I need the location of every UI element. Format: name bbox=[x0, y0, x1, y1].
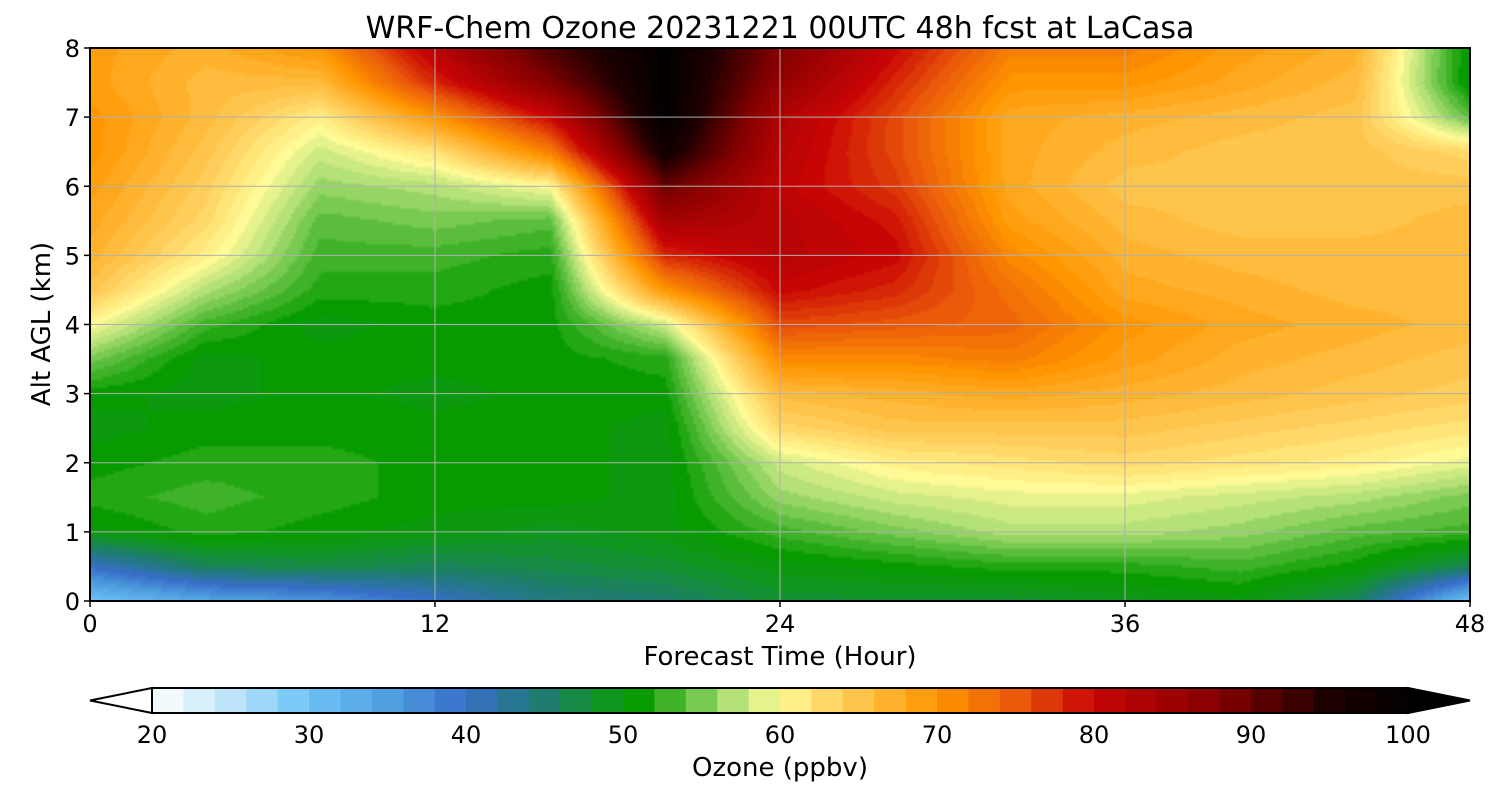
colorbar-segment bbox=[1282, 688, 1315, 713]
colorbar-segment bbox=[528, 688, 561, 713]
y-tick-label: 1 bbox=[65, 519, 80, 547]
colorbar-segment bbox=[717, 688, 750, 713]
colorbar-segment bbox=[1219, 688, 1252, 713]
x-axis: 0 12 24 36 48 bbox=[82, 601, 1485, 638]
colorbar-tick-label: 30 bbox=[294, 721, 325, 749]
colorbar-segment bbox=[1031, 688, 1064, 713]
colorbar-segment bbox=[214, 688, 247, 713]
colorbar-tick-label: 70 bbox=[922, 721, 953, 749]
colorbar-segment bbox=[1376, 688, 1409, 713]
colorbar-segment bbox=[780, 688, 812, 713]
colorbar-segment bbox=[685, 688, 718, 713]
colorbar-segment bbox=[403, 688, 436, 713]
colorbar-ticks: 20 30 40 50 60 70 80 90 100 bbox=[137, 721, 1431, 749]
colorbar-label: Ozone (ppbv) bbox=[692, 753, 868, 783]
colorbar-segment bbox=[434, 688, 467, 713]
colorbar-tick-label: 60 bbox=[765, 721, 796, 749]
y-tick-label: 0 bbox=[65, 588, 80, 616]
colorbar-segment bbox=[1345, 688, 1378, 713]
colorbar-segment bbox=[937, 688, 969, 713]
y-axis: 0 1 2 3 4 5 6 7 8 bbox=[65, 35, 90, 616]
x-tick-label: 12 bbox=[420, 610, 451, 638]
colorbar-segment bbox=[905, 688, 938, 713]
colorbar-segment bbox=[560, 688, 593, 713]
colorbar-frame bbox=[151, 687, 1409, 714]
x-tick-label: 0 bbox=[82, 610, 97, 638]
colorbar-segment bbox=[842, 688, 875, 713]
colorbar-segment bbox=[811, 688, 844, 713]
colorbar-segment bbox=[1094, 688, 1126, 713]
y-tick-label: 2 bbox=[65, 450, 80, 478]
colorbar-segment bbox=[1062, 688, 1095, 713]
colorbar-segment bbox=[277, 688, 310, 713]
colorbar-segment bbox=[999, 688, 1032, 713]
y-tick-label: 5 bbox=[65, 242, 80, 270]
colorbar-tick-label: 90 bbox=[1236, 721, 1267, 749]
colorbar-segment bbox=[246, 688, 279, 713]
colorbar-tick-label: 20 bbox=[137, 721, 168, 749]
colorbar-segment bbox=[591, 688, 624, 713]
colorbar-segment bbox=[1251, 688, 1283, 713]
chart-title: WRF-Chem Ozone 20231221 00UTC 48h fcst a… bbox=[366, 11, 1195, 46]
colorbar-segment bbox=[1313, 688, 1346, 713]
colorbar-tick-label: 80 bbox=[1079, 721, 1110, 749]
colorbar-segment bbox=[748, 688, 781, 713]
x-tick-label: 36 bbox=[1110, 610, 1141, 638]
colorbar-segment bbox=[1188, 688, 1221, 713]
colorbar-tick-label: 50 bbox=[608, 721, 639, 749]
colorbar-segment bbox=[183, 688, 216, 713]
colorbar-segment bbox=[309, 688, 341, 713]
y-tick-label: 6 bbox=[65, 173, 80, 201]
colorbar-segment bbox=[874, 688, 907, 713]
x-axis-label: Forecast Time (Hour) bbox=[643, 642, 916, 672]
colorbar bbox=[89, 686, 1471, 715]
colorbar-segment bbox=[466, 688, 498, 713]
colorbar-segment bbox=[1156, 688, 1189, 713]
colorbar-segment bbox=[371, 688, 404, 713]
colorbar-segment bbox=[152, 688, 184, 713]
colorbar-segment bbox=[340, 688, 373, 713]
colorbar-extend-low bbox=[89, 686, 153, 715]
colorbar-segment bbox=[654, 688, 687, 713]
x-tick-label: 24 bbox=[765, 610, 796, 638]
grid-lines bbox=[90, 48, 1470, 601]
colorbar-segment bbox=[1125, 688, 1158, 713]
y-tick-label: 8 bbox=[65, 35, 80, 63]
colorbar-segment bbox=[497, 688, 530, 713]
y-axis-label: Alt AGL (km) bbox=[27, 242, 57, 406]
y-tick-label: 3 bbox=[65, 381, 80, 409]
colorbar-segment bbox=[623, 688, 655, 713]
colorbar-tick-label: 40 bbox=[451, 721, 482, 749]
colorbar-extend-high bbox=[1407, 686, 1471, 715]
x-tick-label: 48 bbox=[1455, 610, 1486, 638]
colorbar-segment bbox=[968, 688, 1001, 713]
y-tick-label: 7 bbox=[65, 104, 80, 132]
y-tick-label: 4 bbox=[65, 312, 80, 340]
colorbar-tick-label: 100 bbox=[1385, 721, 1431, 749]
